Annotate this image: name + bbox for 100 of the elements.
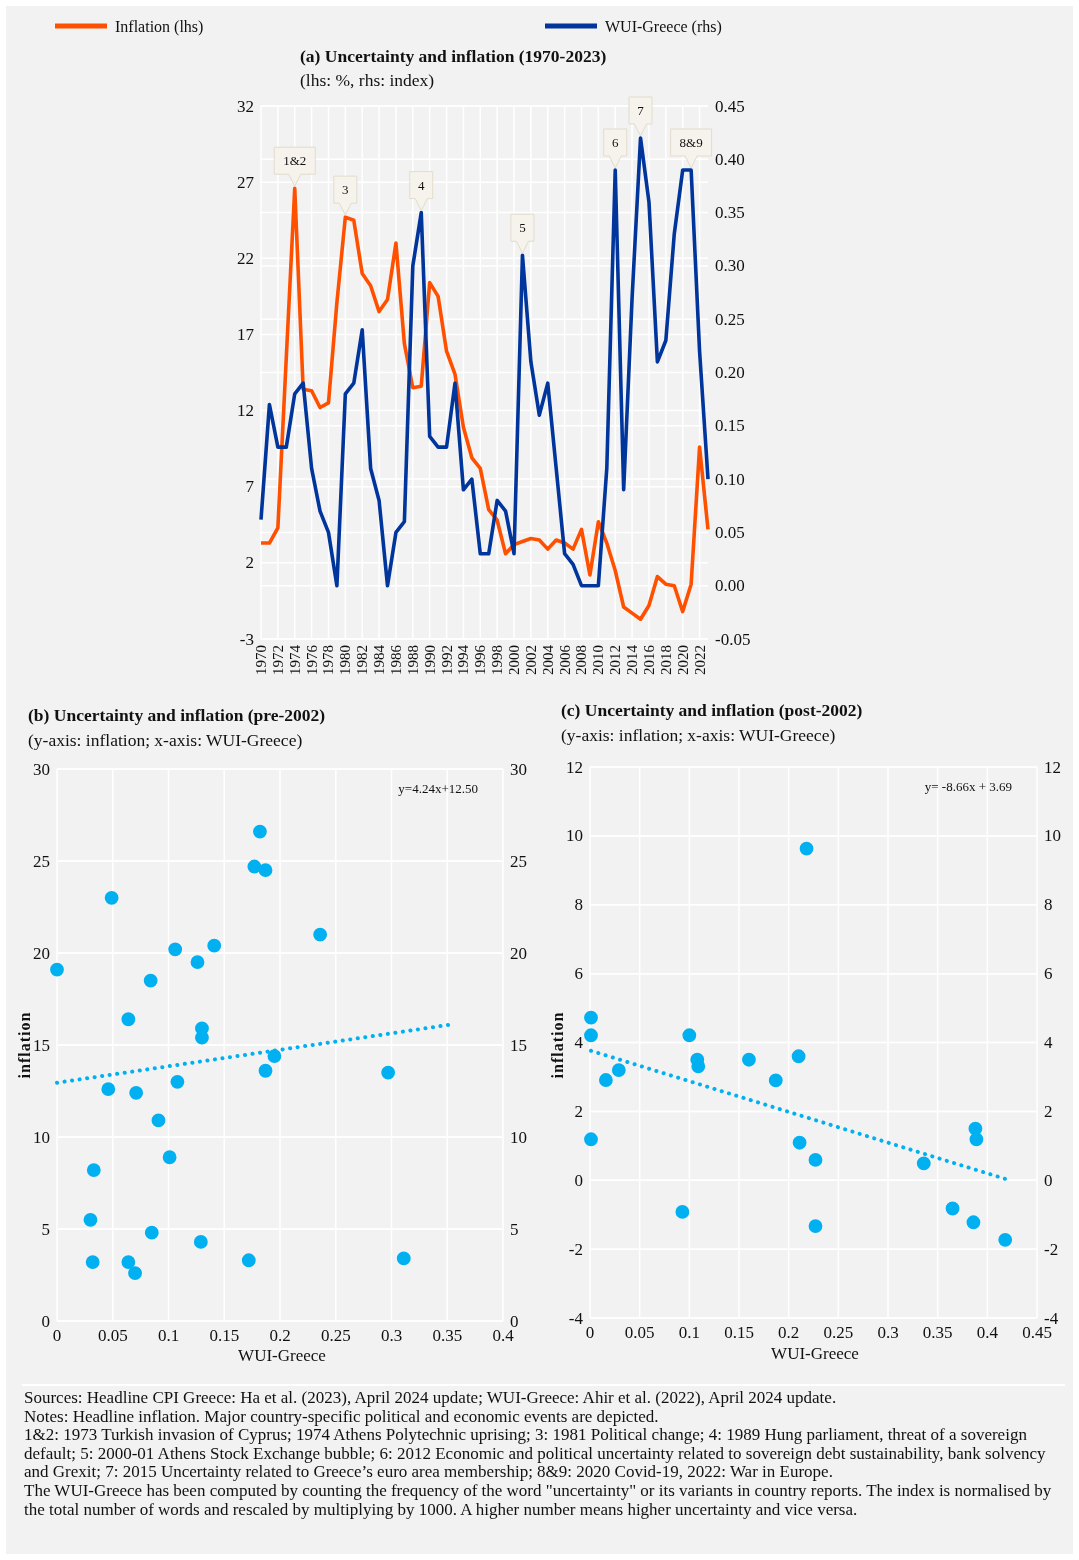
annotation: 5 bbox=[519, 220, 526, 236]
point bbox=[584, 1028, 598, 1043]
point bbox=[598, 1073, 613, 1087]
x-tick-label: 1992 bbox=[438, 645, 455, 675]
text: 1&2: 1973 Turkish invasion of Cyprus; 1974 Athens Polytechnic uprising; 3: 1981 Political change; 4: 1989 Hung parliament, threat of a sovereign default; 5: 2000-01 Athens Stock Exchange bubble; 6: 2012 Economic and political uncertainty related to sovereign debt sustainability, bank solvency and Grexit; 7: 2015 Uncertainty related to Greece’s euro area membership; 8&9: 2020 Covid-19, 2022: War in Europe. bbox=[24, 1425, 1046, 1482]
point bbox=[768, 1073, 783, 1088]
point bbox=[128, 1266, 142, 1281]
y-tick-label: 4 bbox=[574, 1033, 584, 1052]
x-tick-label: 1972 bbox=[269, 645, 286, 675]
y-tick-label: 12 bbox=[237, 401, 254, 421]
point bbox=[808, 1219, 823, 1233]
point bbox=[193, 1234, 208, 1249]
x-tick-label: 0.15 bbox=[724, 1323, 754, 1342]
x-tick-label: 1982 bbox=[354, 645, 371, 675]
y-tick-label: 12 bbox=[566, 757, 583, 777]
point bbox=[86, 1163, 101, 1178]
annotation: 1&2 bbox=[283, 153, 307, 169]
x-tick-label: 0.4 bbox=[976, 1323, 999, 1342]
y2-tick-label: 5 bbox=[510, 1219, 519, 1239]
y-axis-title: inflation bbox=[16, 1011, 33, 1079]
y-tick-label: 30 bbox=[33, 759, 50, 779]
point bbox=[584, 1132, 598, 1147]
point bbox=[792, 1135, 807, 1150]
point bbox=[791, 1049, 806, 1064]
x-tick-label: 1994 bbox=[455, 644, 472, 675]
point bbox=[258, 1063, 273, 1078]
y2-tick-label: 20 bbox=[510, 943, 527, 963]
y-tick-label: 10 bbox=[33, 1127, 50, 1147]
point bbox=[966, 1215, 981, 1230]
x-tick-label: 1998 bbox=[489, 645, 506, 675]
point bbox=[682, 1028, 697, 1043]
x-tick-label: 2022 bbox=[691, 645, 708, 675]
annotation: 8&9 bbox=[679, 134, 703, 150]
x-tick-label: 1990 bbox=[421, 645, 438, 675]
y-tick-label: -4 bbox=[568, 1308, 584, 1328]
x-tick-label: 0.2 bbox=[778, 1323, 800, 1342]
x-tick-label: 0.1 bbox=[678, 1323, 700, 1342]
chart-subtitle: (y-axis: inflation; x-axis: WUI-Greece) bbox=[28, 730, 303, 750]
x-tick-label: 1988 bbox=[404, 645, 421, 675]
x-tick-label: 0.35 bbox=[922, 1323, 953, 1342]
point bbox=[85, 1255, 100, 1270]
x-tick-label: 0.4 bbox=[492, 1326, 515, 1345]
point bbox=[998, 1232, 1013, 1247]
x-tick-label: 0.2 bbox=[269, 1326, 291, 1345]
y2-tick-label: 10 bbox=[1044, 826, 1061, 846]
point bbox=[584, 1010, 598, 1025]
text: Notes: Headline inflation. Major country-specific political and economic events are depicted. bbox=[24, 1406, 659, 1426]
x-tick-label: 0.15 bbox=[209, 1326, 240, 1345]
x-tick-label: 1984 bbox=[371, 644, 388, 675]
point bbox=[121, 1255, 136, 1270]
x-tick-label: 2016 bbox=[640, 644, 657, 675]
x-tick-label: 2008 bbox=[573, 645, 590, 675]
point bbox=[799, 841, 814, 856]
x-tick-label: 0.25 bbox=[823, 1323, 854, 1342]
point bbox=[168, 942, 183, 957]
chart-title: (a) Uncertainty and inflation (1970-2023) bbox=[300, 46, 607, 66]
y-tick-label: 32 bbox=[237, 96, 254, 116]
y2-tick-label: 4 bbox=[1044, 1033, 1053, 1052]
y2-tick-label: 15 bbox=[510, 1035, 527, 1055]
point bbox=[151, 1113, 166, 1128]
point bbox=[267, 1049, 282, 1063]
chart-title: (c) Uncertainty and inflation (post-2002) bbox=[561, 700, 863, 720]
x-tick-label: 1974 bbox=[286, 644, 303, 675]
y-tick-label: 6 bbox=[574, 964, 583, 984]
chart-subtitle: (y-axis: inflation; x-axis: WUI-Greece) bbox=[561, 725, 836, 745]
x-tick-label: 0.05 bbox=[624, 1323, 655, 1342]
x-tick-label: 0.3 bbox=[380, 1326, 403, 1345]
y-tick-label: 20 bbox=[33, 943, 50, 963]
point bbox=[691, 1059, 706, 1074]
point bbox=[313, 927, 328, 942]
point bbox=[101, 1082, 116, 1097]
point bbox=[611, 1063, 626, 1077]
y2-tick-label: 25 bbox=[510, 851, 527, 871]
annotation: 6 bbox=[611, 134, 619, 150]
point bbox=[190, 955, 205, 970]
x-tick-label: 2002 bbox=[522, 645, 539, 675]
x-tick-label: 0.25 bbox=[320, 1326, 351, 1345]
annotation: y=4.24x+12.50 bbox=[398, 781, 478, 796]
x-tick-label: 2012 bbox=[607, 645, 624, 675]
y2-tick-label: 0.00 bbox=[715, 576, 745, 596]
point bbox=[143, 973, 158, 988]
x-tick-label: 0.1 bbox=[157, 1326, 180, 1345]
y-tick-label: 22 bbox=[237, 248, 254, 268]
text: The WUI-Greece has been computed by counting the frequency of the word "uncertainty" or its variants in country reports. The index is normalised by the total number of words and rescaled by multiplying by 1000. A higher number means higher uncertainty and vice versa. bbox=[24, 1481, 1052, 1519]
y2-tick-label: 0.15 bbox=[715, 416, 745, 436]
legend-label: Inflation (lhs) bbox=[115, 17, 204, 36]
y-tick-label: 17 bbox=[237, 324, 255, 344]
point bbox=[396, 1251, 411, 1266]
point bbox=[381, 1065, 396, 1080]
point bbox=[104, 890, 119, 905]
point bbox=[129, 1085, 144, 1100]
x-tick-label: 1970 bbox=[253, 645, 269, 675]
y2-tick-label: 10 bbox=[510, 1127, 527, 1147]
chart-subtitle: (lhs: %, rhs: index) bbox=[300, 70, 435, 90]
annotation: y= -8.66x + 3.69 bbox=[924, 779, 1012, 794]
point bbox=[945, 1201, 960, 1216]
x-tick-label: 2004 bbox=[539, 644, 556, 675]
y-tick-label: 5 bbox=[41, 1219, 50, 1239]
y-tick-label: -2 bbox=[568, 1239, 583, 1259]
y-tick-label: 7 bbox=[245, 477, 255, 497]
